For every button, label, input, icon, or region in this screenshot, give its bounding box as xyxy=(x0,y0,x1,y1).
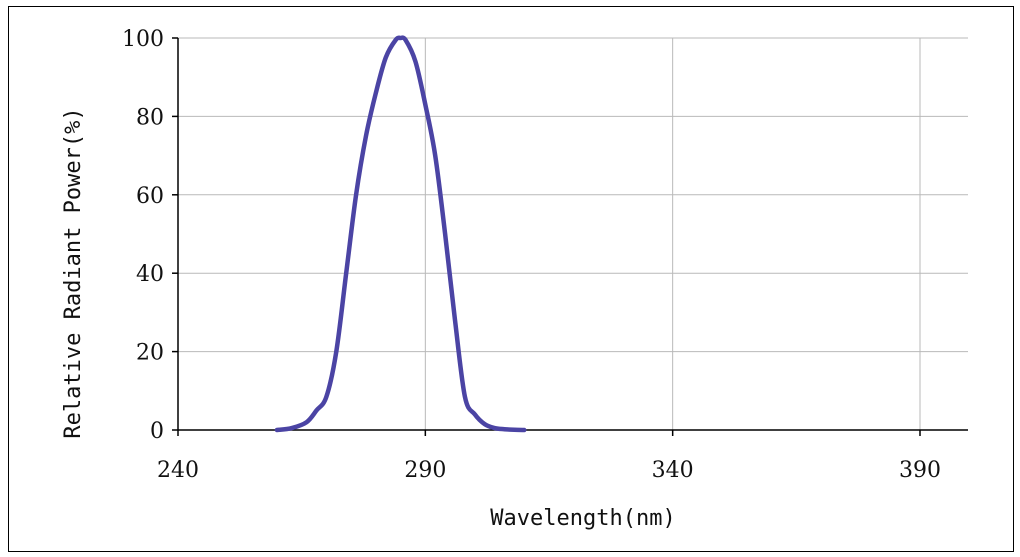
series-group xyxy=(274,35,527,433)
y-axis-title: Relative Radiant Power(%) xyxy=(61,107,86,438)
x-tick-label: 390 xyxy=(899,458,941,483)
grid xyxy=(178,37,968,430)
y-tick-label: 60 xyxy=(136,184,164,209)
axes xyxy=(177,38,968,431)
ticks: 0 20 40 60 80 100 240 290 340 390 xyxy=(122,27,941,483)
y-tick-label: 40 xyxy=(136,262,164,287)
x-tick-label: 340 xyxy=(652,458,694,483)
y-tick-label: 20 xyxy=(136,341,164,366)
series-line-0 xyxy=(274,35,527,433)
x-axis-title: Wavelength(nm) xyxy=(490,506,675,531)
y-tick-label: 80 xyxy=(136,105,164,130)
y-tick-label: 100 xyxy=(122,27,164,52)
x-tick-label: 240 xyxy=(157,458,199,483)
y-tick-label: 0 xyxy=(150,419,164,444)
x-tick-label: 290 xyxy=(404,458,446,483)
chart-frame xyxy=(8,6,1014,552)
